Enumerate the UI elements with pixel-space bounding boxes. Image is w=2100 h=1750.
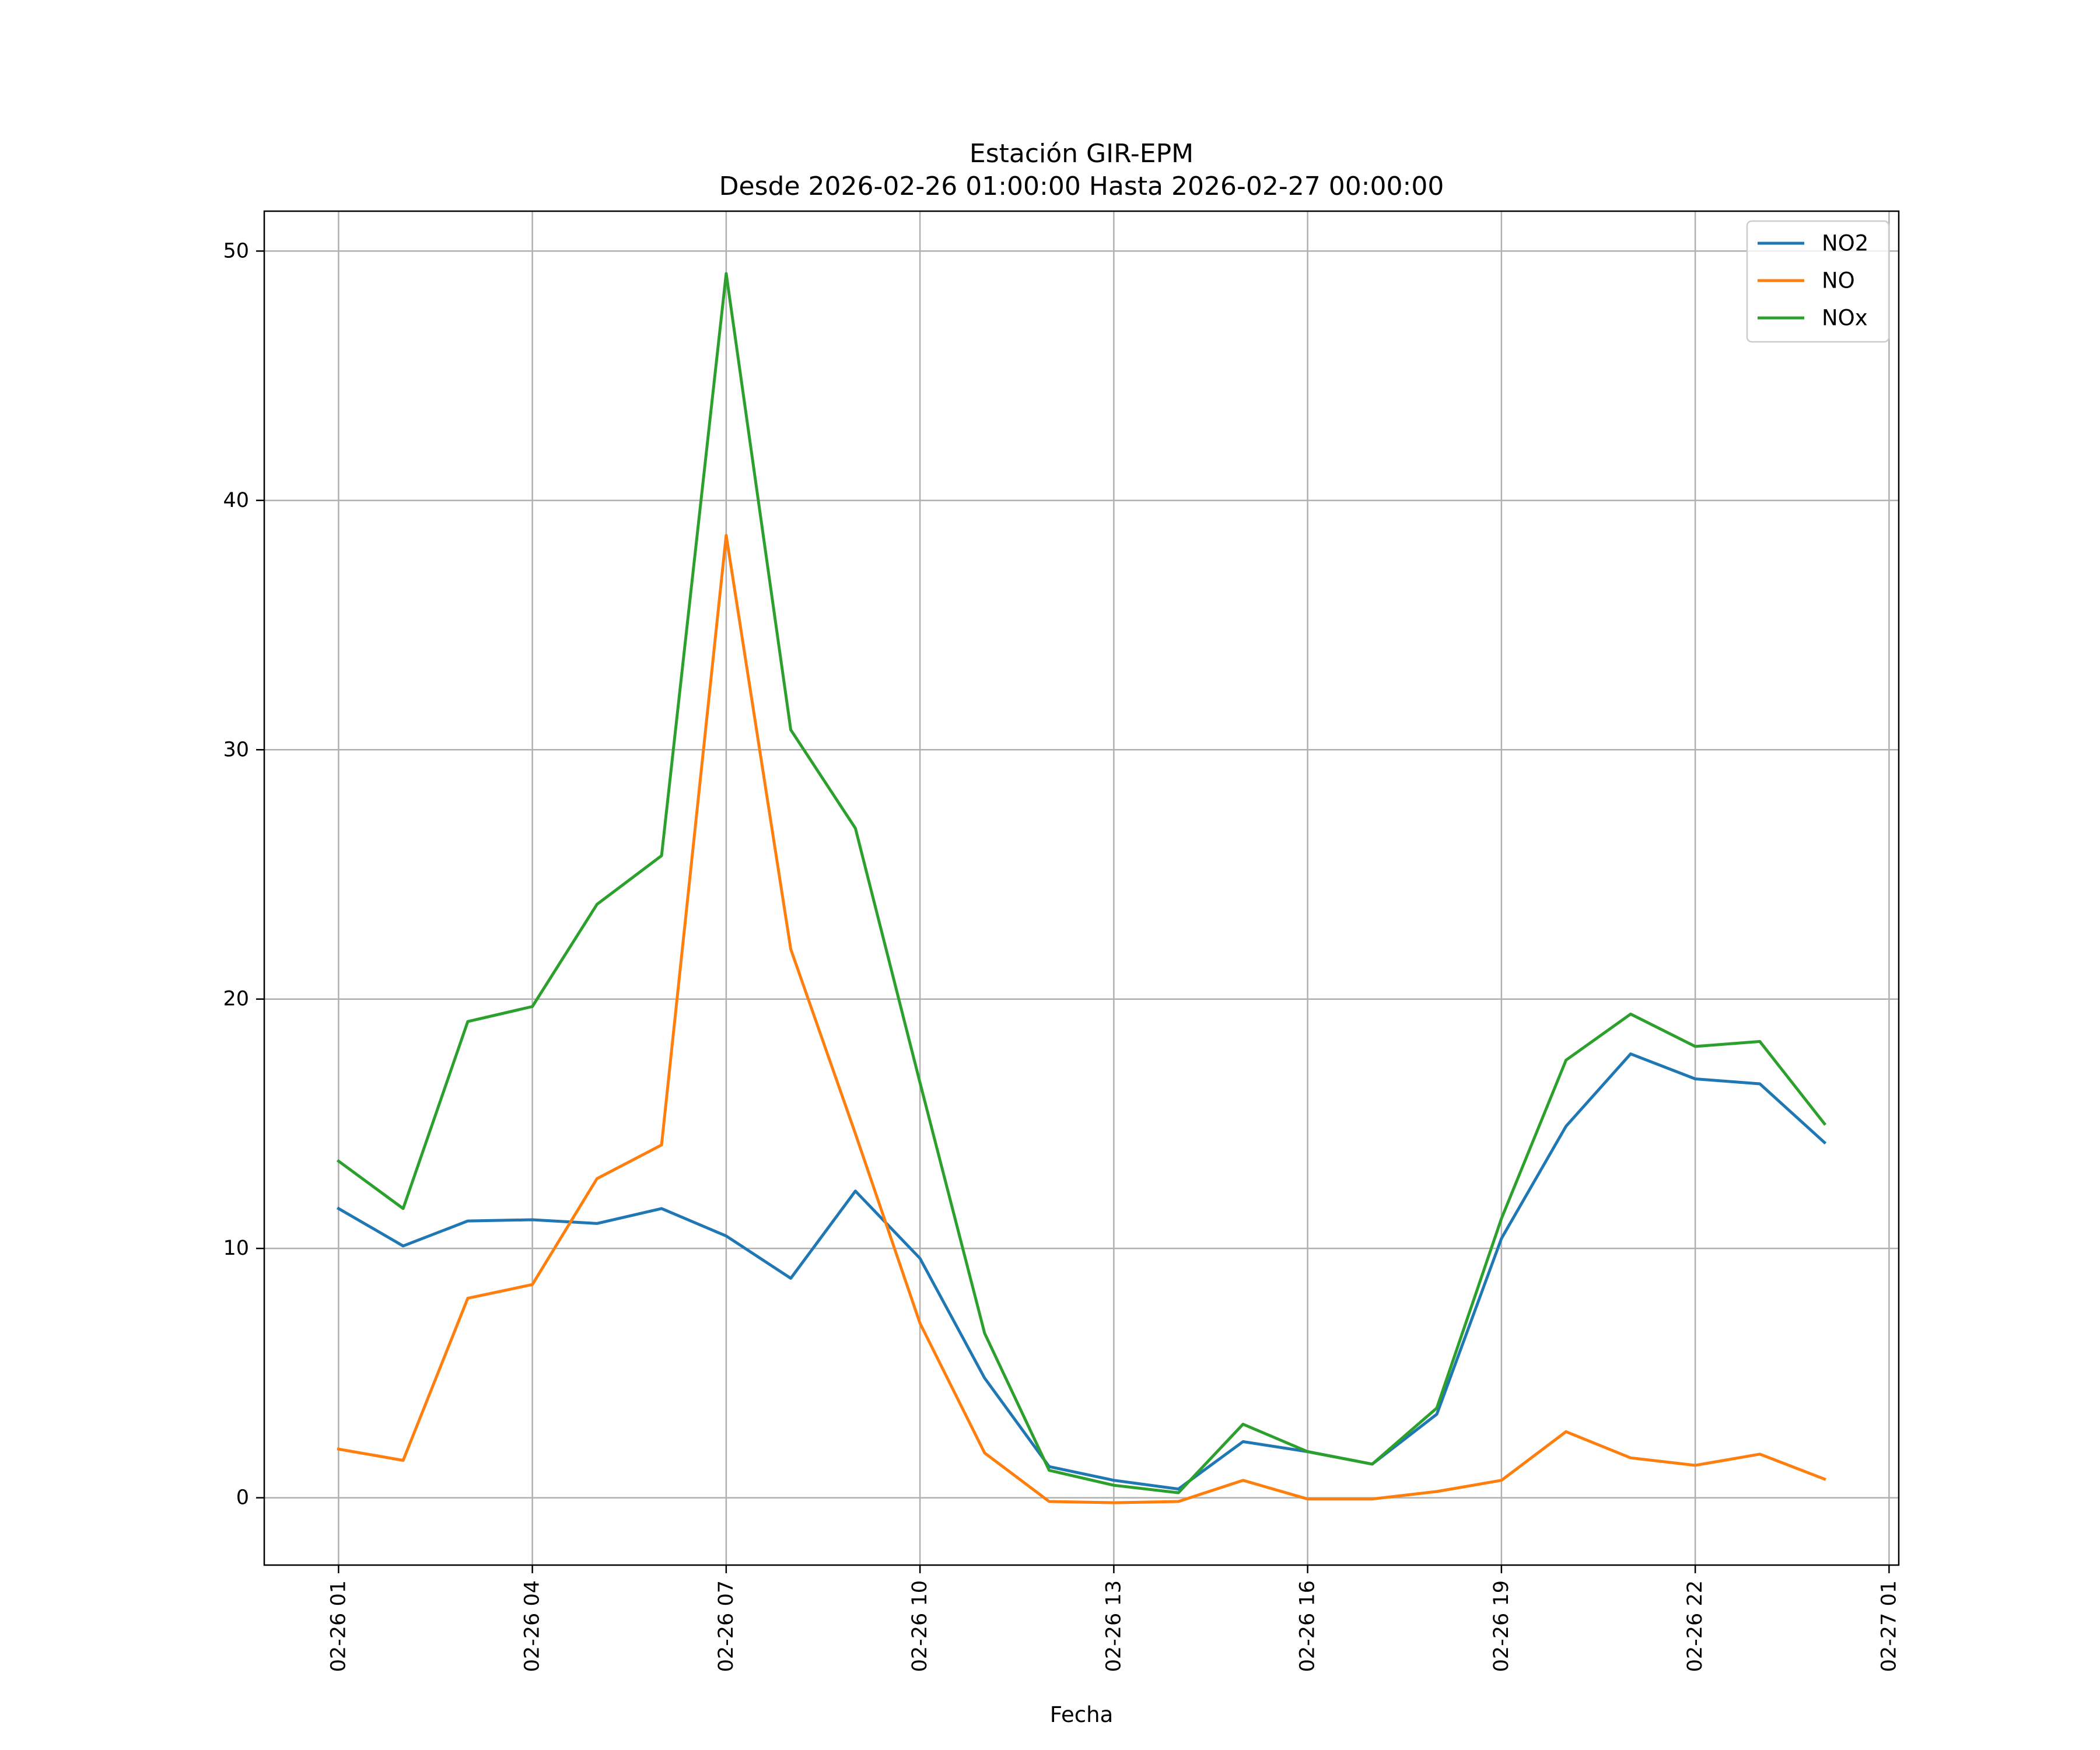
x-axis-label: Fecha	[1050, 1702, 1114, 1727]
series-line-no2	[336, 1052, 1827, 1491]
x-tick-label: 02-26 19	[1490, 1580, 1513, 1672]
y-tick-label: 10	[223, 1237, 249, 1260]
chart-title: Estación GIR-EPM	[970, 139, 1194, 169]
axis-ticks: 02-26 01 02-26 04 02-26 07 02-26 10 02-26 13…	[223, 239, 1901, 1672]
legend-label-no2: NO2	[1822, 231, 1868, 256]
y-tick-label: 0	[236, 1486, 249, 1510]
y-tick-label: 30	[223, 738, 249, 761]
x-tick-label: 02-26 10	[908, 1580, 932, 1672]
x-tick-label: 02-26 04	[521, 1580, 544, 1672]
x-tick-label: 02-26 01	[327, 1580, 350, 1672]
x-tick-label: 02-26 22	[1684, 1580, 1707, 1672]
chart-subtitle: Desde 2026-02-26 01:00:00 Hasta 2026-02-…	[719, 172, 1444, 201]
y-tick-label: 20	[223, 988, 249, 1011]
y-tick-label: 40	[223, 489, 249, 512]
legend: NO2 NO NOx	[1746, 220, 1890, 343]
plot-frame	[263, 210, 1900, 1566]
grid	[264, 211, 1899, 1565]
legend-label-no: NO	[1822, 268, 1855, 293]
x-tick-label: 02-26 13	[1102, 1580, 1125, 1672]
series-line-nox	[336, 272, 1827, 1494]
series-lines	[336, 272, 1827, 1504]
legend-box	[1746, 220, 1890, 343]
legend-label-nox: NOx	[1822, 306, 1868, 331]
series-line-no	[337, 534, 1826, 1504]
x-tick-label: 02-26 07	[715, 1580, 738, 1672]
y-tick-label: 50	[223, 239, 249, 262]
x-tick-label: 02-26 16	[1296, 1580, 1320, 1672]
x-tick-label: 02-27 01	[1877, 1580, 1901, 1672]
